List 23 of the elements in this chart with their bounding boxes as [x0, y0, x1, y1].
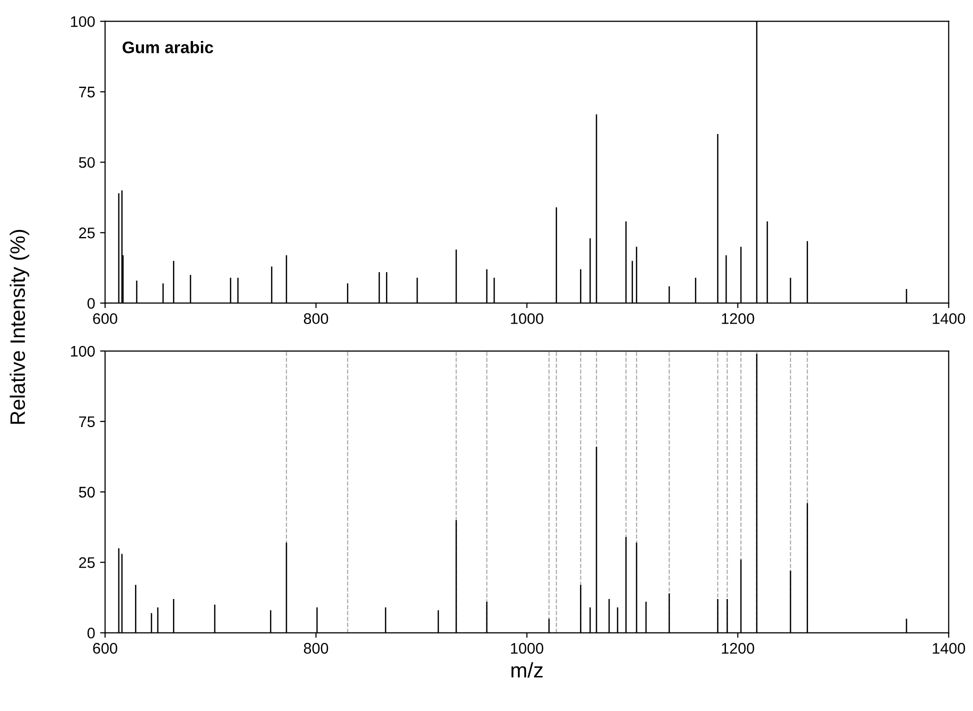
- x-tick-label: 600: [93, 642, 118, 654]
- x-tick-label: 1000: [511, 313, 544, 324]
- x-tick-label: 1400: [932, 313, 966, 324]
- y-tick-label: 75: [79, 416, 95, 428]
- y-tick-label: 25: [79, 557, 95, 568]
- y-tick-label: 100: [71, 16, 95, 28]
- y-tick-label: 100: [71, 346, 95, 357]
- y-tick-label: 50: [78, 157, 95, 168]
- y-tick-label: 50: [78, 486, 95, 498]
- x-tick-label: 1200: [722, 313, 754, 324]
- x-tick-label: 1400: [932, 642, 966, 654]
- x-axis-title: m/z: [511, 662, 543, 678]
- y-axis-title: Relative Intensity (%): [10, 230, 30, 424]
- y-tick-label: 25: [79, 228, 95, 238]
- x-tick-label: 1200: [722, 642, 754, 654]
- y-tick-label: 0: [87, 298, 95, 309]
- x-tick-label: 1000: [511, 642, 544, 654]
- y-tick-label: 0: [87, 628, 95, 638]
- y-tick-label: 75: [79, 86, 95, 98]
- x-tick-label: 600: [93, 313, 118, 324]
- text: Gum arabic: [122, 41, 214, 54]
- x-tick-label: 800: [304, 642, 328, 654]
- x-tick-label: 800: [304, 313, 328, 324]
